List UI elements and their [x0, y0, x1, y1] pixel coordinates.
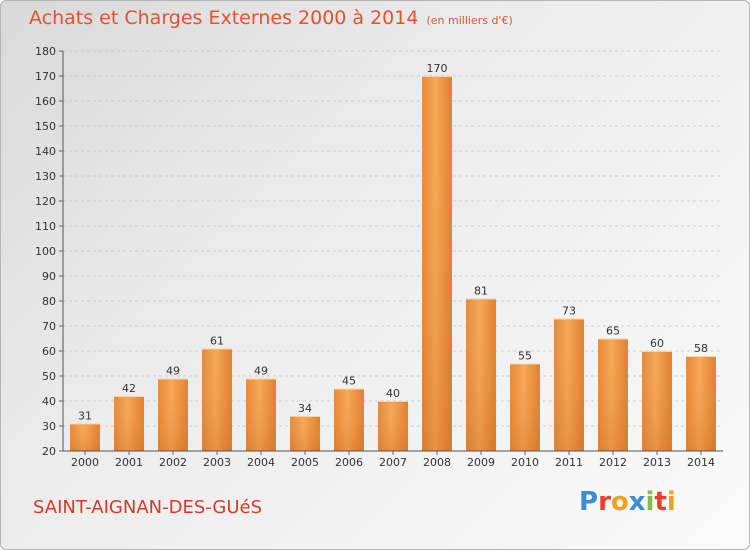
bar-shade: [158, 378, 188, 451]
data-label: 31: [78, 410, 92, 423]
x-tick-label: 2013: [643, 456, 671, 469]
x-tick-label: 2011: [555, 456, 583, 469]
y-tick-label: 150: [35, 120, 56, 133]
y-tick-label: 140: [35, 145, 56, 158]
data-label: 81: [474, 285, 488, 298]
y-tick-label: 20: [42, 445, 56, 458]
logo-letter: i: [666, 487, 676, 517]
bar-layer: 31 42 49 61 49 34 45 40 170 81 55 73 65 60 58: [70, 62, 716, 451]
bar-shade: [642, 351, 672, 451]
data-label: 34: [298, 402, 312, 415]
bar-shade: [246, 378, 276, 451]
x-tick-label: 2008: [423, 456, 451, 469]
proxiti-logo: Proxiti: [579, 487, 676, 517]
x-tick-label: 2001: [115, 456, 143, 469]
data-label: 45: [342, 375, 356, 388]
logo-letter: o: [610, 487, 629, 517]
bar-shade: [466, 298, 496, 451]
x-tick-label: 2012: [599, 456, 627, 469]
y-tick-label: 130: [35, 170, 56, 183]
axis-layer: 20 30 40 50 60 70 80 90 100 110 120 130 140 150 160 170…: [35, 45, 723, 469]
data-label: 40: [386, 387, 400, 400]
logo-letter: x: [628, 487, 646, 517]
bar-shade: [202, 348, 232, 451]
bar-shade: [510, 363, 540, 451]
y-tick-label: 70: [42, 320, 56, 333]
bar-shade: [554, 318, 584, 451]
y-tick-label: 60: [42, 345, 56, 358]
data-label: 170: [427, 62, 448, 75]
data-label: 49: [166, 365, 180, 378]
y-tick-label: 40: [42, 395, 56, 408]
chart-unit: (en milliers d'€): [426, 14, 513, 27]
x-tick-label: 2003: [203, 456, 231, 469]
chart-title-text: Achats et Charges Externes 2000 à 2014: [29, 7, 419, 29]
data-label: 60: [650, 337, 664, 350]
y-tick-label: 160: [35, 95, 56, 108]
logo-letter: P: [579, 487, 599, 517]
data-label: 73: [562, 305, 576, 318]
y-tick-label: 120: [35, 195, 56, 208]
data-label: 42: [122, 382, 136, 395]
bar-shade: [422, 76, 452, 451]
y-tick-label: 80: [42, 295, 56, 308]
bar-shade: [290, 416, 320, 451]
x-tick-label: 2002: [159, 456, 187, 469]
bar-shade: [70, 423, 100, 451]
bar-chart: 31 42 49 61 49 34 45 40 170 81 55 73 65 60 58 20 30 40 50…: [35, 45, 723, 469]
data-label: 49: [254, 365, 268, 378]
bar-shade: [686, 356, 716, 451]
bar-shade: [378, 401, 408, 451]
y-tick-label: 110: [35, 220, 56, 233]
y-tick-label: 90: [42, 270, 56, 283]
y-tick-label: 170: [35, 70, 56, 83]
data-label: 61: [210, 335, 224, 348]
data-label: 55: [518, 350, 532, 363]
x-tick-label: 2004: [247, 456, 275, 469]
y-tick-label: 180: [35, 45, 56, 58]
bar-shade: [334, 388, 364, 451]
chart-title: Achats et Charges Externes 2000 à 2014 (e…: [29, 7, 513, 29]
bar-shade: [114, 396, 144, 451]
logo-letter: r: [598, 487, 611, 517]
town-name: SAINT-AIGNAN-DES-GUéS: [33, 497, 263, 518]
x-tick-label: 2006: [335, 456, 363, 469]
y-tick-label: 50: [42, 370, 56, 383]
x-tick-label: 2009: [467, 456, 495, 469]
y-tick-label: 100: [35, 245, 56, 258]
data-label: 58: [694, 342, 708, 355]
x-tick-label: 2000: [71, 456, 99, 469]
data-label: 65: [606, 325, 620, 338]
logo-letter: i: [645, 487, 655, 517]
y-tick-label: 30: [42, 420, 56, 433]
logo-letter: t: [654, 487, 667, 517]
x-tick-label: 2010: [511, 456, 539, 469]
x-tick-label: 2014: [687, 456, 715, 469]
x-tick-label: 2005: [291, 456, 319, 469]
x-tick-label: 2007: [379, 456, 407, 469]
bar-shade: [598, 338, 628, 451]
